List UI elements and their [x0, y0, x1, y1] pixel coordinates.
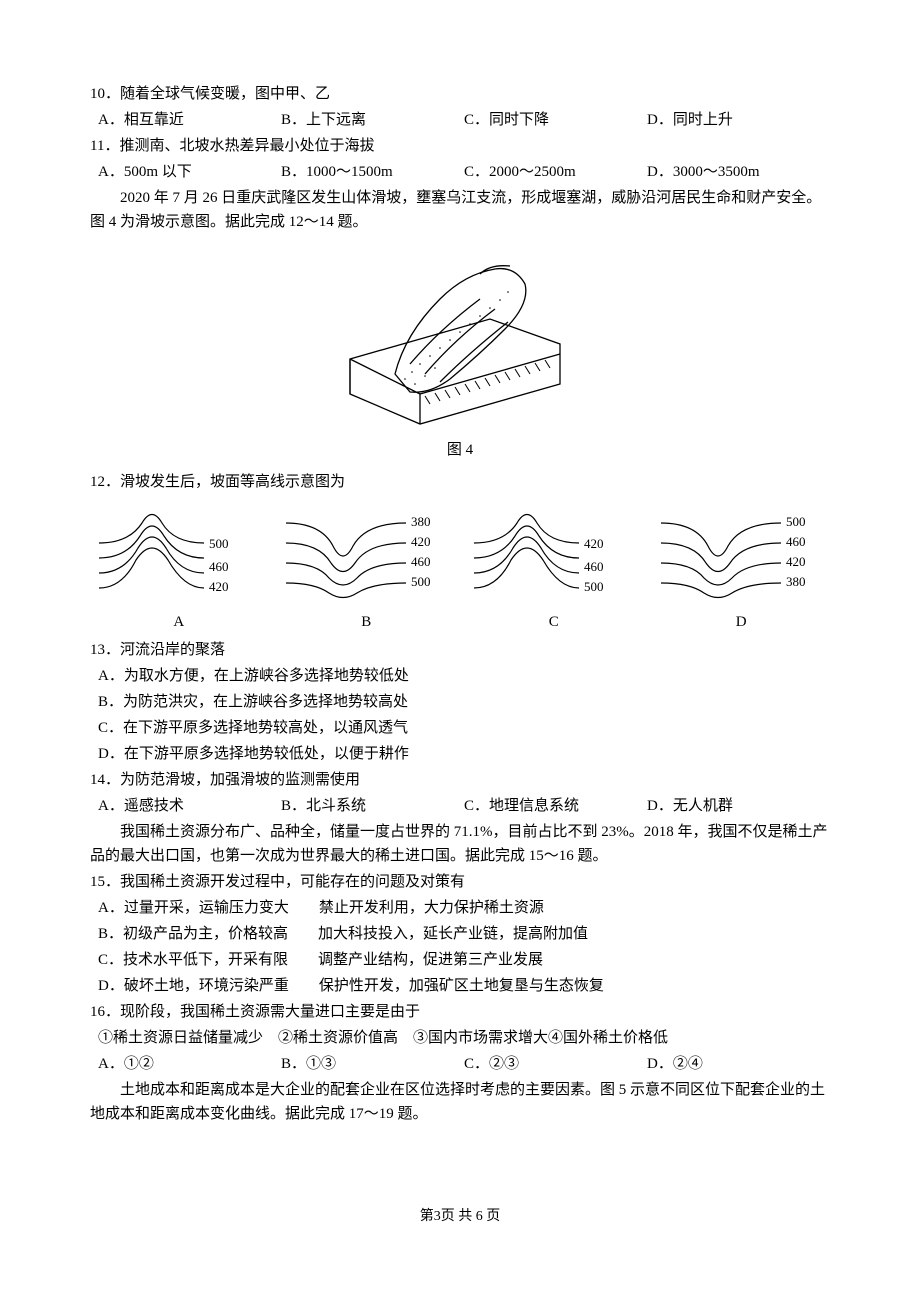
- intro-12-14: 2020 年 7 月 26 日重庆武隆区发生山体滑坡，壅塞乌江支流，形成堰塞湖，…: [90, 186, 830, 234]
- contour-c-label-2: 460: [584, 559, 604, 574]
- q13-opt-b: B．为防范洪灾，在上游峡谷多选择地势较高处: [98, 690, 830, 714]
- q10-options: A．相互靠近 B．上下远离 C．同时下降 D．同时上升: [98, 108, 830, 132]
- q15-options: A．过量开采，运输压力变大 禁止开发利用，大力保护稀土资源 B．初级产品为主，价…: [90, 896, 830, 998]
- q14-opt-b: B．北斗系统: [281, 794, 464, 818]
- q10-stem: 10．随着全球气候变暖，图中甲、乙: [90, 82, 830, 106]
- q16-subopts: ①稀土资源日益储量减少 ②稀土资源价值高 ③国内市场需求增大④国外稀土价格低: [98, 1026, 830, 1050]
- q15-stem: 15．我国稀土资源开发过程中，可能存在的问题及对策有: [90, 870, 830, 894]
- q13-stem: 13．河流沿岸的聚落: [90, 638, 830, 662]
- q12-opt-c: 420 460 500 C: [465, 498, 643, 634]
- q12-opt-c-letter: C: [465, 610, 643, 634]
- intro-15-16: 我国稀土资源分布广、品种全，储量一度占世界的 71.1%，目前占比不到 23%。…: [90, 820, 830, 868]
- q12-opt-a-letter: A: [90, 610, 268, 634]
- q10-opt-b: B．上下远离: [281, 108, 464, 132]
- q15-opt-d: D．破坏土地，环境污染严重 保护性开发，加强矿区土地复垦与生态恢复: [98, 974, 830, 998]
- q16-opt-b: B．①③: [281, 1052, 464, 1076]
- q14-stem: 14．为防范滑坡，加强滑坡的监测需使用: [90, 768, 830, 792]
- contour-c-label-3: 500: [584, 579, 604, 594]
- contour-b-label-2: 420: [411, 534, 431, 549]
- q12-opt-a: 500 460 420 A: [90, 498, 268, 634]
- q11-opt-b: B．1000～1500m: [281, 160, 464, 184]
- contour-c-label-1: 420: [584, 536, 604, 551]
- q10-opt-c: C．同时下降: [464, 108, 647, 132]
- q12-options: 500 460 420 A 380 420 460 500 B: [90, 498, 830, 634]
- q12-opt-d-letter: D: [652, 610, 830, 634]
- contour-a-label-1: 500: [209, 536, 229, 551]
- q15-opt-b: B．初级产品为主，价格较高 加大科技投入，延长产业链，提高附加值: [98, 922, 830, 946]
- contour-c-icon: 420 460 500: [469, 498, 639, 608]
- contour-d-icon: 500 460 420 380: [656, 498, 826, 608]
- intro-17-19: 土地成本和距离成本是大企业的配套企业在区位选择时考虑的主要因素。图 5 示意不同…: [90, 1078, 830, 1126]
- q11-stem: 11．推测南、北坡水热差异最小处位于海拔: [90, 134, 830, 158]
- q15-opt-a: A．过量开采，运输压力变大 禁止开发利用，大力保护稀土资源: [98, 896, 830, 920]
- landslide-diagram-icon: [330, 244, 590, 434]
- q13-opt-a: A．为取水方便，在上游峡谷多选择地势较低处: [98, 664, 830, 688]
- q14-opt-d: D．无人机群: [647, 794, 830, 818]
- q14-opt-c: C．地理信息系统: [464, 794, 647, 818]
- figure-4-caption: 图 4: [90, 438, 830, 462]
- figure-4: [90, 244, 830, 434]
- contour-a-label-3: 420: [209, 579, 229, 594]
- contour-d-label-1: 500: [786, 514, 806, 529]
- q15-opt-c: C．技术水平低下，开采有限 调整产业结构，促进第三产业发展: [98, 948, 830, 972]
- contour-b-icon: 380 420 460 500: [281, 498, 451, 608]
- q11-opt-c: C．2000～2500m: [464, 160, 647, 184]
- q12-opt-b: 380 420 460 500 B: [277, 498, 455, 634]
- contour-d-label-3: 420: [786, 554, 806, 569]
- q16-opt-d: D．②④: [647, 1052, 830, 1076]
- q12-stem: 12．滑坡发生后，坡面等高线示意图为: [90, 470, 830, 494]
- q11-opt-a: A．500m 以下: [98, 160, 281, 184]
- page-footer: 第3页 共 6 页: [90, 1206, 830, 1228]
- q13-opt-d: D．在下游平原多选择地势较低处，以便于耕作: [98, 742, 830, 766]
- q16-stem: 16．现阶段，我国稀土资源需大量进口主要是由于: [90, 1000, 830, 1024]
- q12-opt-b-letter: B: [277, 610, 455, 634]
- q11-opt-d: D．3000～3500m: [647, 160, 830, 184]
- contour-a-label-2: 460: [209, 559, 229, 574]
- contour-a-icon: 500 460 420: [94, 498, 264, 608]
- q16-options: A．①② B．①③ C．②③ D．②④: [98, 1052, 830, 1076]
- contour-d-label-4: 380: [786, 574, 806, 589]
- contour-b-label-1: 380: [411, 514, 431, 529]
- q16-opt-a: A．①②: [98, 1052, 281, 1076]
- contour-b-label-4: 500: [411, 574, 431, 589]
- q16-opt-c: C．②③: [464, 1052, 647, 1076]
- q12-opt-d: 500 460 420 380 D: [652, 498, 830, 634]
- q10-opt-a: A．相互靠近: [98, 108, 281, 132]
- q11-options: A．500m 以下 B．1000～1500m C．2000～2500m D．30…: [98, 160, 830, 184]
- q13-opt-c: C．在下游平原多选择地势较高处，以通风透气: [98, 716, 830, 740]
- q10-opt-d: D．同时上升: [647, 108, 830, 132]
- contour-b-label-3: 460: [411, 554, 431, 569]
- q14-options: A．遥感技术 B．北斗系统 C．地理信息系统 D．无人机群: [98, 794, 830, 818]
- contour-d-label-2: 460: [786, 534, 806, 549]
- q14-opt-a: A．遥感技术: [98, 794, 281, 818]
- q13-options: A．为取水方便，在上游峡谷多选择地势较低处 B．为防范洪灾，在上游峡谷多选择地势…: [90, 664, 830, 766]
